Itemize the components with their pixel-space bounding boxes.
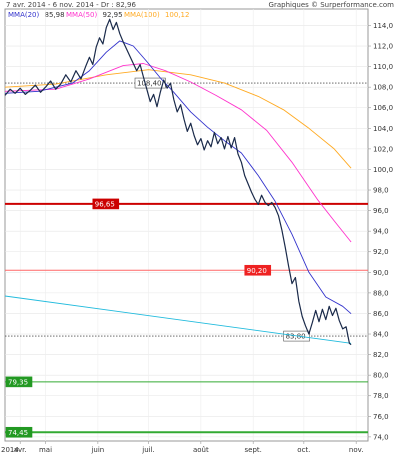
level-label: 108,40	[137, 80, 162, 88]
y-tick-label: 104,0	[373, 125, 393, 133]
chart-title: 7 avr. 2014 - 6 nov. 2014 - Dr : 82,96	[6, 1, 136, 9]
y-tick-label: 74,0	[373, 433, 389, 441]
plot-frame	[4, 8, 369, 442]
y-tick-label: 88,0	[373, 289, 389, 297]
legend-mma100-value: 100,12	[165, 11, 190, 19]
x-tick-label: nov.	[349, 446, 364, 454]
y-tick-label: 78,0	[373, 392, 389, 400]
level-label: 83,80	[286, 333, 306, 341]
y-tick-label: 90,0	[373, 269, 389, 277]
levels: 108,40 96,65 90,20 83,80 79,35 74,45	[5, 77, 368, 438]
x-tick-label: oct.	[297, 446, 310, 454]
level-label: 96,65	[95, 200, 115, 208]
y-tick-label: 100,0	[373, 166, 393, 174]
x-tick-label: juil.	[141, 446, 155, 454]
y-tick-label: 96,0	[373, 207, 389, 215]
y-tick-label: 108,0	[373, 84, 393, 92]
level-label-box	[5, 426, 33, 438]
level-label: 74,45	[8, 429, 28, 437]
y-tick-label: 106,0	[373, 104, 393, 112]
y-tick-label: 82,0	[373, 351, 389, 359]
legend: MMA(20) 85,98 MMA(50) 92,95 MMA(100) 100…	[8, 11, 189, 19]
legend-mma20-value: 85,98	[44, 11, 64, 19]
level-label-box	[5, 376, 33, 388]
series-line-mma20	[4, 40, 352, 315]
level-label: 79,35	[8, 378, 28, 386]
legend-mma100: MMA(100) 100,12	[124, 11, 189, 19]
legend-mma50-value: 92,95	[102, 11, 122, 19]
y-tick-label: 110,0	[373, 63, 393, 71]
series-line-trend	[4, 295, 352, 344]
y-tick-label: 94,0	[373, 228, 389, 236]
legend-mma20: MMA(20) 85,98	[8, 11, 65, 19]
series-line-mma100	[4, 69, 352, 169]
legend-mma100-label: MMA(100)	[124, 11, 160, 19]
y-tick-label: 84,0	[373, 331, 389, 339]
chart-credit: Graphiques © Surperformance.com	[269, 1, 395, 9]
y-tick-label: 92,0	[373, 248, 389, 256]
x-tick-label: mai	[39, 446, 52, 454]
y-tick-label: 112,0	[373, 43, 393, 51]
level-label-box	[244, 264, 272, 276]
level-label: 90,20	[247, 267, 267, 275]
x-tick-label: août	[193, 446, 209, 454]
x-tick-label: sept.	[245, 446, 262, 454]
series	[4, 18, 352, 346]
legend-mma20-label: MMA(20)	[8, 11, 40, 19]
y-tick-label: 98,0	[373, 187, 389, 195]
y-tick-label: 114,0	[373, 22, 393, 30]
series-line-price	[4, 18, 352, 346]
series-line-mma50	[4, 63, 352, 243]
legend-mma50-label: MMA(50)	[66, 11, 98, 19]
y-tick-label: 76,0	[373, 413, 389, 421]
legend-mma50: MMA(50) 92,95	[66, 11, 123, 19]
y-axis: 114,0 112,0 110,0 108,0 106,0 104,0 102,0 100,0…	[368, 22, 393, 441]
x-tick-label: avr.	[14, 446, 27, 454]
x-tick-label: juin	[90, 446, 104, 454]
y-tick-label: 102,0	[373, 145, 393, 153]
y-tick-label: 86,0	[373, 310, 389, 318]
y-tick-label: 80,0	[373, 372, 389, 380]
x-tick-label: 2014	[1, 446, 19, 454]
level-label-box	[92, 198, 120, 210]
gridlines	[5, 9, 368, 441]
